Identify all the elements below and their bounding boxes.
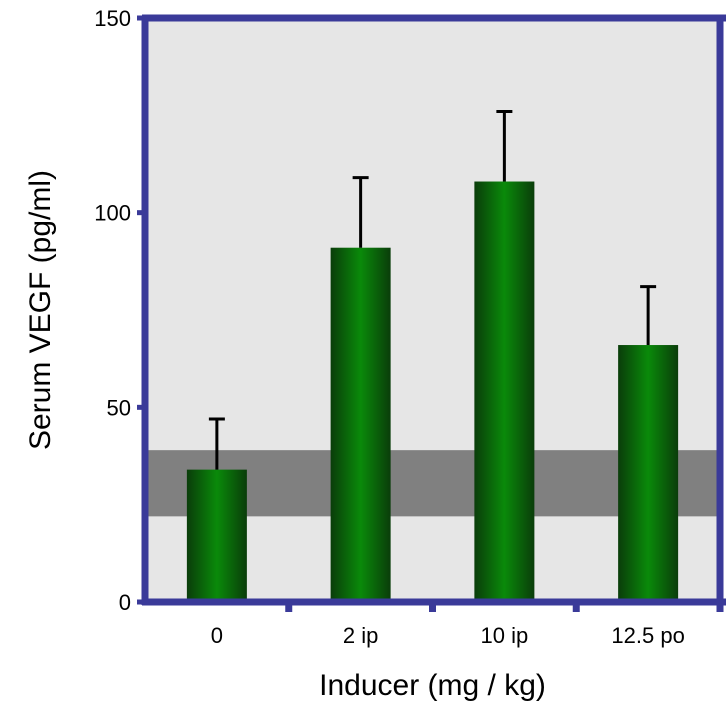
x-tick-label: 0	[211, 623, 223, 648]
x-tick-label: 10 ip	[481, 623, 529, 648]
y-tick-label: 150	[94, 6, 131, 31]
bar-1	[330, 247, 391, 602]
bar-3	[618, 345, 679, 602]
bar-2	[474, 181, 535, 602]
y-tick-label: 100	[94, 201, 131, 226]
y-tick-label: 50	[107, 395, 131, 420]
x-axis-title: Inducer (mg / kg)	[319, 669, 546, 702]
x-tick-label: 12.5 po	[611, 623, 684, 648]
x-tick-label: 2 ip	[343, 623, 378, 648]
y-axis-title: Serum VEGF (pg/ml)	[24, 170, 57, 450]
bar-0	[186, 469, 247, 602]
y-tick-label: 0	[119, 590, 131, 615]
